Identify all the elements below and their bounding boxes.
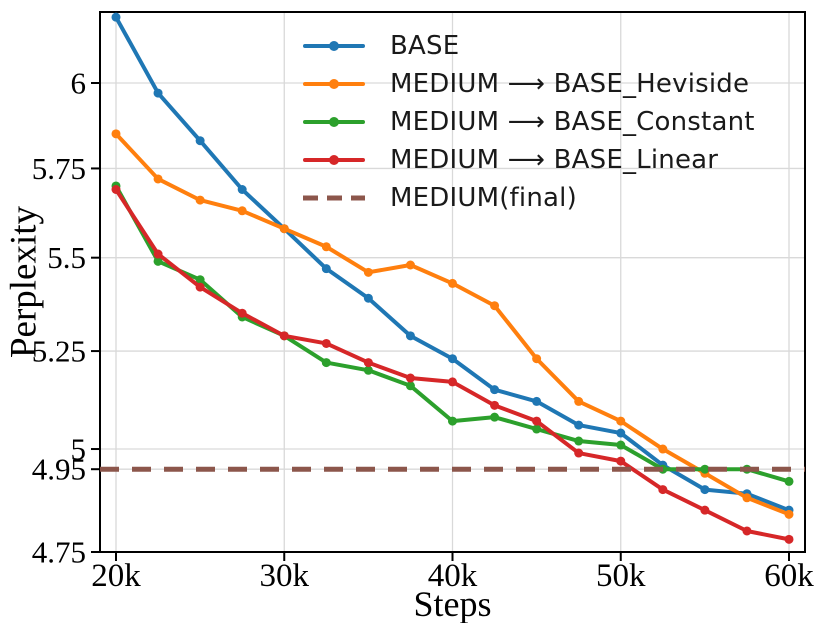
series-point-constant	[153, 256, 163, 266]
series-point-constant	[532, 424, 542, 434]
series-point-heviside	[111, 129, 121, 139]
series-point-heviside	[279, 224, 289, 234]
series-point-heviside	[490, 301, 500, 311]
series-point-heviside	[321, 242, 331, 252]
series-point-heviside	[616, 416, 626, 426]
y-tick-label: 4.75	[32, 535, 86, 570]
y-tick-label: 5.5	[47, 240, 86, 275]
series-point-base	[363, 293, 373, 303]
series-point-linear	[574, 448, 584, 458]
series-point-heviside	[153, 174, 163, 184]
legend-marker-dot	[329, 79, 339, 89]
series-point-base	[616, 428, 626, 438]
series-point-heviside	[448, 278, 457, 288]
legend-marker-dot	[329, 117, 339, 127]
series-point-linear	[742, 526, 752, 536]
legend-swatch-linear	[303, 153, 365, 167]
legend-label-linear: MEDIUM ⟶ BASE_Linear	[390, 145, 719, 175]
series-point-base	[700, 485, 710, 495]
legend-dashed-line-sample	[303, 195, 365, 201]
legend-marker-dot	[329, 41, 339, 51]
legend-item-linear: MEDIUM ⟶ BASE_Linear	[303, 141, 755, 179]
y-tick-label: 5.25	[32, 334, 86, 369]
series-point-heviside	[658, 444, 668, 454]
legend-label-base: BASE	[390, 31, 460, 61]
legend-item-constant: MEDIUM ⟶ BASE_Constant	[303, 103, 755, 141]
series-point-heviside	[363, 267, 373, 277]
legend-label-medium-final: MEDIUM(final)	[390, 183, 577, 213]
series-point-linear	[237, 308, 247, 318]
legend-swatch-base	[303, 39, 365, 53]
y-axis-label: Perplexity	[3, 205, 45, 359]
x-tick-label: 40k	[428, 558, 478, 594]
series-point-constant	[784, 476, 794, 486]
y-tick-label: 5.75	[32, 151, 86, 186]
series-point-heviside	[742, 493, 752, 503]
legend-swatch-constant	[303, 115, 365, 129]
series-point-linear	[153, 249, 163, 259]
series-point-base	[574, 420, 584, 430]
series-point-base	[321, 264, 331, 274]
series-point-base	[237, 185, 247, 195]
series-point-linear	[405, 373, 415, 383]
series-point-linear	[616, 456, 626, 466]
series-point-base	[532, 396, 542, 406]
series-point-constant	[616, 440, 626, 450]
legend-label-constant: MEDIUM ⟶ BASE_Constant	[390, 107, 755, 137]
legend-item-base: BASE	[303, 27, 755, 65]
series-point-linear	[195, 282, 205, 292]
x-tick-label: 60k	[764, 558, 814, 594]
series-point-heviside	[405, 260, 415, 270]
series-point-constant	[405, 381, 415, 391]
series-point-linear	[658, 485, 668, 495]
series-point-heviside	[784, 509, 794, 519]
series-point-base	[490, 385, 500, 395]
legend-label-heviside: MEDIUM ⟶ BASE_Heviside	[390, 69, 750, 99]
series-point-base	[153, 88, 163, 98]
x-tick-label: 50k	[596, 558, 646, 594]
series-point-linear	[111, 185, 121, 195]
series-point-linear	[363, 358, 373, 368]
series-point-constant	[363, 365, 373, 375]
series-point-constant	[321, 358, 331, 368]
legend-marker-dot	[329, 155, 339, 165]
series-point-base	[405, 331, 415, 341]
series-point-heviside	[237, 206, 247, 216]
legend-swatch-medium-final	[303, 191, 365, 205]
series-point-constant	[700, 464, 710, 474]
y-tick-label: 4.95	[32, 452, 86, 487]
series-point-linear	[532, 416, 542, 426]
series-point-linear	[700, 505, 710, 515]
series-point-linear	[448, 377, 457, 387]
series-point-constant	[490, 412, 500, 422]
series-point-linear	[490, 400, 500, 410]
y-tick-label: 6	[71, 66, 87, 101]
series-point-constant	[448, 416, 457, 426]
series-point-heviside	[574, 396, 584, 406]
x-tick-label: 30k	[260, 558, 310, 594]
legend-item-medium-final: MEDIUM(final)	[303, 179, 755, 217]
series-point-base	[111, 12, 121, 22]
series-point-linear	[321, 338, 331, 348]
series-point-constant	[195, 275, 205, 285]
legend-item-heviside: MEDIUM ⟶ BASE_Heviside	[303, 65, 755, 103]
series-point-heviside	[195, 195, 205, 205]
series-point-constant	[574, 436, 584, 446]
series-point-linear	[279, 331, 289, 341]
x-axis-label: Steps	[413, 584, 492, 623]
legend-swatch-heviside	[303, 77, 365, 91]
series-point-linear	[784, 534, 794, 544]
series-point-base	[195, 136, 205, 146]
y-tick-label: 5	[71, 432, 87, 467]
x-tick-label: 20k	[91, 558, 141, 594]
legend: BASE MEDIUM ⟶ BASE_Heviside MEDIUM ⟶ BAS…	[303, 27, 755, 217]
series-point-heviside	[532, 354, 542, 364]
series-point-base	[448, 354, 457, 364]
